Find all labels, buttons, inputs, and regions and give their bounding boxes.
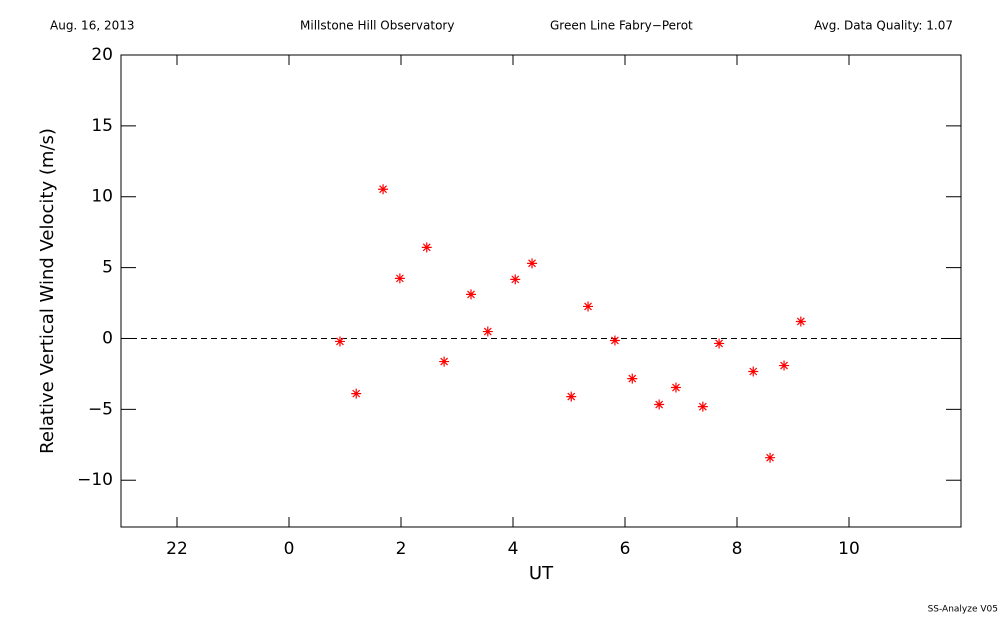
y-tick-label: 15: [91, 116, 113, 136]
point: [482, 326, 493, 337]
point: [670, 382, 681, 393]
point: [697, 401, 708, 412]
point: [527, 258, 538, 269]
point: [714, 338, 725, 349]
point: [334, 336, 345, 347]
y-tick-label: 0: [102, 328, 113, 348]
header-site: Millstone Hill Observatory: [300, 19, 454, 33]
point: [378, 184, 389, 195]
point: [439, 356, 450, 367]
footer: SS-Analyze V05: [928, 605, 998, 615]
x-axis-title: UT: [529, 563, 554, 584]
y-axis-title: Relative Vertical Wind Velocity (m/s): [37, 128, 58, 454]
y-tick-label: −10: [77, 470, 113, 490]
point: [466, 289, 476, 300]
point: [795, 316, 806, 327]
y-tick-label: 5: [102, 258, 113, 278]
point: [609, 335, 620, 346]
point: [351, 388, 362, 399]
point: [421, 242, 432, 253]
point: [779, 360, 790, 371]
point: [748, 366, 759, 377]
point: [510, 274, 521, 285]
x-tick-label: 8: [732, 539, 743, 559]
x-tick-label: 10: [838, 539, 860, 559]
point: [583, 301, 594, 312]
y-tick-label: 20: [91, 45, 113, 65]
plot-frame: [120, 54, 962, 528]
point: [394, 273, 405, 284]
y-tick-label: 10: [91, 187, 113, 207]
point: [566, 391, 577, 402]
header-date: Aug. 16, 2013: [50, 19, 135, 33]
header-quality: Avg. Data Quality: 1.07: [814, 19, 953, 33]
header-instrument: Green Line Fabry−Perot: [550, 19, 693, 33]
point: [765, 452, 776, 463]
y-tick-label: −5: [88, 399, 113, 419]
point: [627, 373, 638, 384]
x-tick-label: 22: [166, 539, 188, 559]
x-tick-label: 0: [284, 539, 295, 559]
x-tick-label: 6: [620, 539, 631, 559]
point: [654, 399, 665, 410]
x-tick-label: 4: [508, 539, 519, 559]
x-tick-label: 2: [396, 539, 407, 559]
